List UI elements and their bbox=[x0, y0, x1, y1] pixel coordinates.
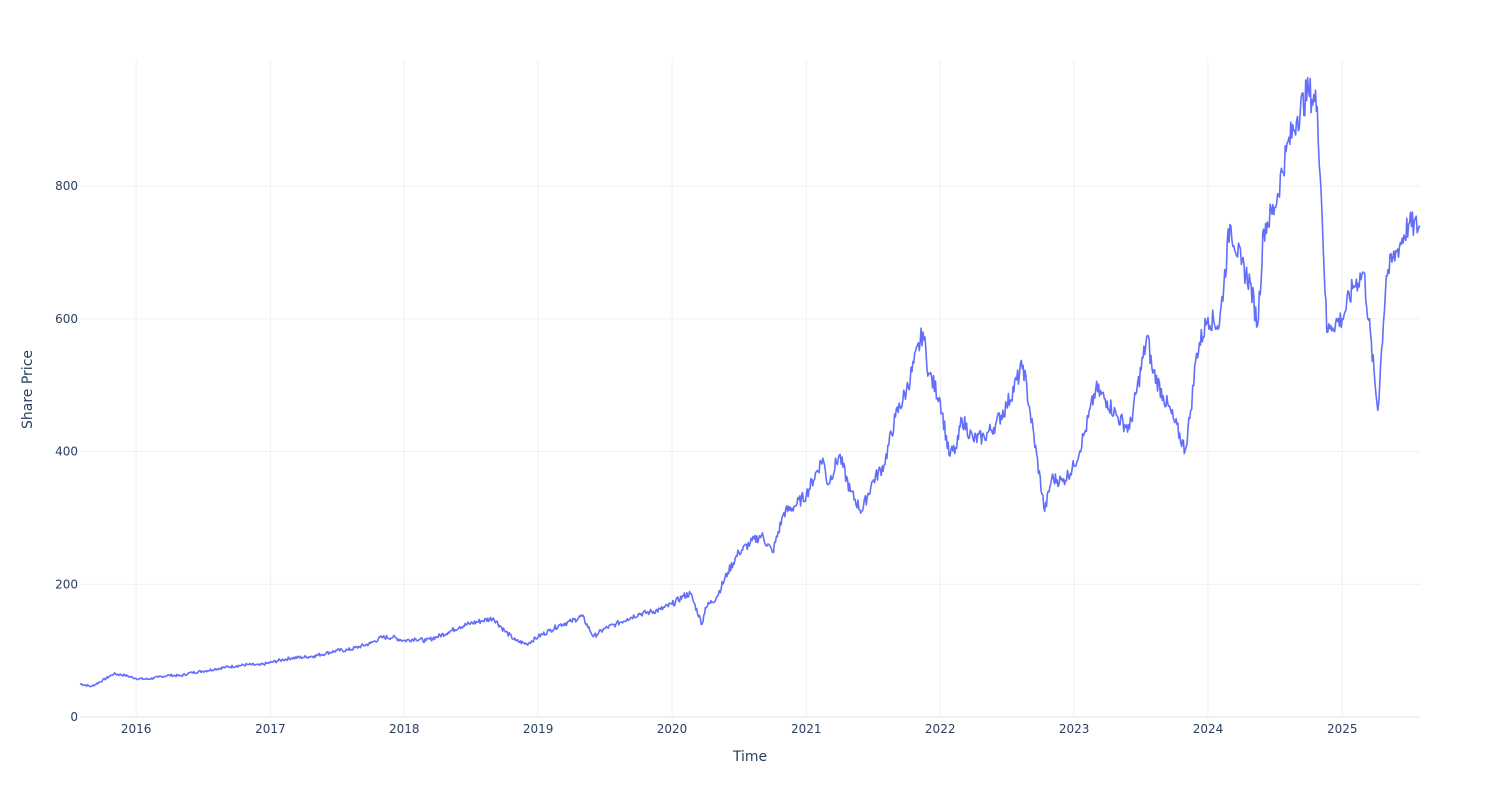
y-tick-label: 0 bbox=[70, 710, 78, 724]
x-tick-label: 2021 bbox=[791, 722, 822, 736]
y-tick-label: 800 bbox=[55, 179, 78, 193]
x-tick-label: 2019 bbox=[523, 722, 554, 736]
y-axis-title: Share Price bbox=[20, 350, 36, 429]
vertical-gridlines bbox=[135, 60, 1343, 717]
y-tick-label: 600 bbox=[55, 312, 78, 326]
x-axis-title: Time bbox=[732, 749, 767, 765]
x-tick-label: 2024 bbox=[1193, 722, 1224, 736]
y-tick-label: 400 bbox=[55, 445, 78, 459]
x-tick-label: 2020 bbox=[657, 722, 688, 736]
x-tick-label: 2018 bbox=[389, 722, 420, 736]
horizontal-gridlines bbox=[80, 185, 1420, 585]
y-tick-label: 200 bbox=[55, 577, 78, 591]
x-tick-label: 2017 bbox=[255, 722, 286, 736]
x-tick-label: 2025 bbox=[1327, 722, 1358, 736]
y-axis-tick-labels: 0 200 400 600 800 bbox=[55, 179, 78, 724]
x-tick-label: 2016 bbox=[121, 722, 152, 736]
x-tick-label: 2022 bbox=[925, 722, 956, 736]
x-tick-label: 2023 bbox=[1059, 722, 1090, 736]
share-price-series-line bbox=[79, 76, 1421, 688]
x-axis-tick-labels: 2016 2017 2018 2019 2020 2021 2022 2023 2024 2025 bbox=[121, 722, 1358, 736]
